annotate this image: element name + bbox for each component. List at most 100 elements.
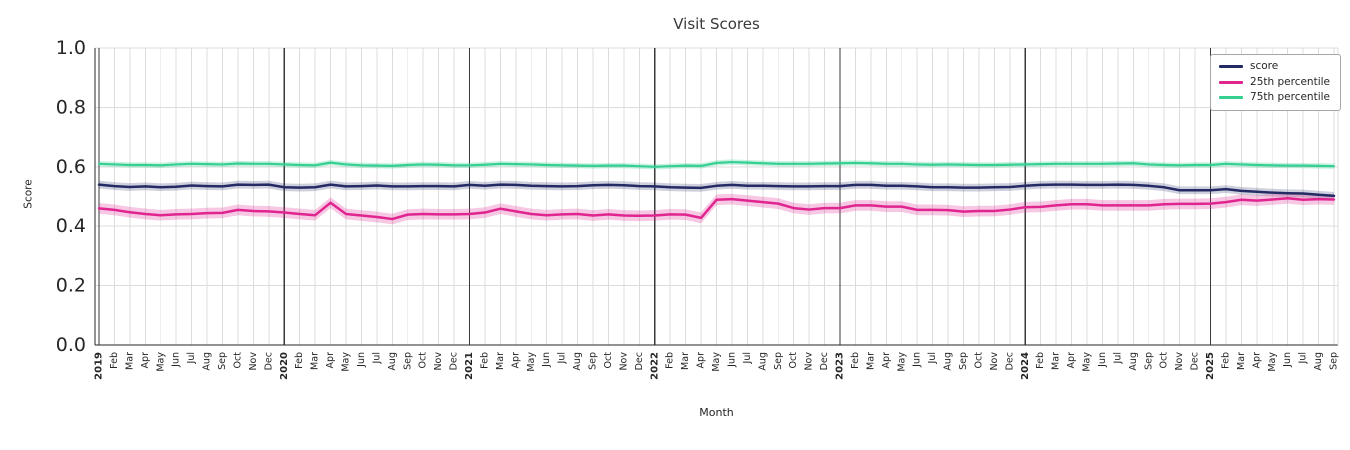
- x-tick-label: Feb: [1220, 352, 1231, 369]
- series-line-score: [97, 183, 1336, 198]
- x-tick-label: Mar: [1236, 352, 1247, 370]
- series-band-25th-percentile: [99, 192, 1334, 225]
- x-tick-label-year: 2025: [1205, 352, 1216, 380]
- legend-label: 25th percentile: [1250, 75, 1330, 88]
- x-tick-label: Sep: [402, 352, 413, 370]
- x-tick-label: Jun: [171, 352, 182, 368]
- chart-title: Visit Scores: [673, 15, 760, 33]
- x-tick-label: Dec: [634, 352, 645, 370]
- x-tick-label: Nov: [618, 352, 629, 371]
- x-tick-label: May: [711, 352, 722, 372]
- x-tick-label: Sep: [773, 352, 784, 370]
- x-tick-label: Feb: [850, 352, 861, 369]
- y-tick-label: 0.6: [56, 156, 86, 178]
- x-tick-label: May: [896, 352, 907, 372]
- x-tick-label: Jun: [912, 352, 923, 368]
- series-line-25th-percentile: [97, 197, 1336, 221]
- x-tick-label: Oct: [788, 352, 799, 369]
- x-tick-label: Dec: [819, 352, 830, 370]
- x-tick-label: Mar: [124, 352, 135, 370]
- x-tick-label: Dec: [1004, 352, 1015, 370]
- x-tick-label: May: [341, 352, 352, 372]
- x-tick-label: Aug: [943, 352, 954, 371]
- x-tick-label: Sep: [588, 352, 599, 370]
- x-tick-label: Nov: [804, 352, 815, 371]
- x-tick-label: Mar: [310, 352, 321, 370]
- x-tick-label: Nov: [1174, 352, 1185, 371]
- x-tick-label: Oct: [418, 352, 429, 369]
- x-tick-label: May: [1267, 352, 1278, 372]
- x-tick-label: Dec: [263, 352, 274, 370]
- legend-label: score: [1250, 60, 1279, 72]
- x-tick-label: Nov: [433, 352, 444, 371]
- x-tick-label: Dec: [1190, 352, 1201, 370]
- x-tick-label: Jun: [356, 352, 367, 368]
- x-tick-label: Sep: [217, 352, 228, 370]
- legend-item-25th-percentile: 25th percentile: [1219, 75, 1330, 89]
- x-tick-label: Jul: [1112, 352, 1123, 364]
- x-tick-label: Oct: [973, 352, 984, 369]
- x-tick-label: Mar: [1051, 352, 1062, 370]
- x-tick-label-year: 2022: [649, 352, 660, 380]
- x-tick-label: Jun: [1282, 352, 1293, 368]
- x-tick-label: Oct: [603, 352, 614, 369]
- x-tick-label: Feb: [665, 352, 676, 369]
- x-tick-label: Jul: [742, 352, 753, 364]
- x-tick-label: Feb: [1035, 352, 1046, 369]
- x-tick-label: Aug: [387, 352, 398, 371]
- x-tick-label: Jun: [1097, 352, 1108, 368]
- x-axis-label: Month: [699, 406, 734, 419]
- x-tick-label: May: [1082, 352, 1093, 372]
- legend-line-swatch: [1219, 65, 1244, 69]
- x-tick-label-year: 2020: [279, 352, 290, 380]
- series-band-75th-percentile: [99, 159, 1334, 170]
- x-tick-label: Jul: [557, 352, 568, 364]
- x-tick-label: Aug: [202, 352, 213, 371]
- y-tick-label: 0.4: [56, 215, 86, 237]
- x-tick-label: Apr: [1066, 352, 1077, 369]
- x-tick-label: May: [155, 352, 166, 372]
- x-tick-label: Sep: [1329, 352, 1340, 370]
- x-tick-label: Jul: [186, 352, 197, 364]
- x-tick-label: Aug: [757, 352, 768, 371]
- x-tick-label: Jul: [927, 352, 938, 364]
- x-tick-label: Apr: [140, 352, 151, 369]
- x-tick-label: Apr: [696, 352, 707, 369]
- x-tick-label: Jul: [1298, 352, 1309, 364]
- x-tick-label: Feb: [294, 352, 305, 369]
- x-tick-label: Jun: [726, 352, 737, 368]
- legend-item-75th-percentile: 75th percentile: [1219, 92, 1330, 104]
- x-tick-label: Apr: [510, 352, 521, 369]
- x-tick-label: Mar: [495, 352, 506, 370]
- legend-line-swatch: [1219, 96, 1244, 100]
- y-tick-label: 0.8: [56, 96, 86, 118]
- x-tick-label: Nov: [248, 352, 259, 371]
- x-tick-label: Nov: [989, 352, 1000, 371]
- x-tick-label: Mar: [865, 352, 876, 370]
- x-tick-label: May: [526, 352, 537, 372]
- x-tick-label: Apr: [881, 352, 892, 369]
- x-tick-label-year: 2021: [464, 352, 475, 380]
- x-tick-label: Sep: [1143, 352, 1154, 370]
- x-tick-label: Mar: [680, 352, 691, 370]
- x-tick-label-year: 2024: [1020, 352, 1031, 380]
- legend: score 25th percentile 75th percentile: [1210, 54, 1341, 111]
- x-tick-label: Dec: [449, 352, 460, 370]
- y-tick-label: 1.0: [56, 37, 86, 59]
- x-tick-label-year: 2019: [94, 352, 105, 380]
- x-tick-label: Aug: [1313, 352, 1324, 371]
- x-tick-label: Oct: [232, 352, 243, 369]
- x-tick-label: Jun: [541, 352, 552, 368]
- legend-line-swatch: [1219, 80, 1244, 84]
- legend-label: 75th percentile: [1250, 91, 1330, 104]
- x-tick-label: Feb: [109, 352, 120, 369]
- y-tick-label: 0.2: [56, 275, 86, 297]
- x-tick-label: Sep: [958, 352, 969, 370]
- x-tick-label: Jul: [371, 352, 382, 364]
- y-tick-label: 0.0: [56, 334, 86, 356]
- x-tick-label: Apr: [325, 352, 336, 369]
- series-line-75th-percentile: [97, 160, 1336, 168]
- x-tick-label: Apr: [1251, 352, 1262, 369]
